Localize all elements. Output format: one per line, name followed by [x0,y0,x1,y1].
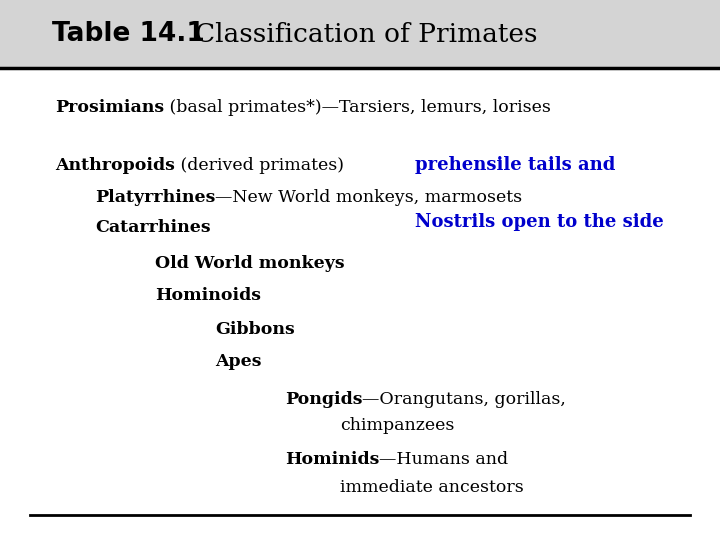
Text: immediate ancestors: immediate ancestors [340,480,523,496]
Text: —New World monkeys, marmosets: —New World monkeys, marmosets [215,188,523,206]
Text: —Orangutans, gorillas,: —Orangutans, gorillas, [362,392,567,408]
Text: Prosimians: Prosimians [55,99,164,117]
Text: (derived primates): (derived primates) [175,157,344,173]
Text: Table 14.1: Table 14.1 [52,21,205,47]
Text: Platyrrhines: Platyrrhines [95,188,215,206]
Text: Anthropoids: Anthropoids [55,157,175,173]
Text: Classification of Primates: Classification of Primates [195,22,538,46]
Text: Pongids: Pongids [285,392,362,408]
Text: Hominoids: Hominoids [155,287,261,303]
Text: Apes: Apes [215,354,261,370]
Text: prehensile tails and: prehensile tails and [415,156,616,174]
Text: (basal primates*)—Tarsiers, lemurs, lorises: (basal primates*)—Tarsiers, lemurs, lori… [164,99,551,117]
Text: Gibbons: Gibbons [215,321,294,339]
Text: Nostrils open to the side: Nostrils open to the side [415,213,664,231]
Text: chimpanzees: chimpanzees [340,416,454,434]
Text: —Humans and: —Humans and [379,451,508,469]
Bar [0,0,720,68]
Text: Hominids: Hominids [285,451,379,469]
Text: Catarrhines: Catarrhines [95,219,211,237]
Text: Old World monkeys: Old World monkeys [155,254,345,272]
